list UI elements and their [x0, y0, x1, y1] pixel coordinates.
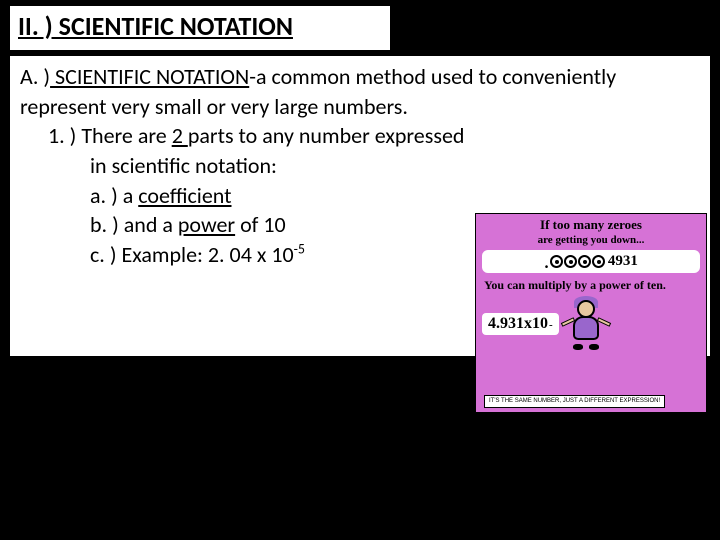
p1-rest: parts to any number expressed — [188, 122, 465, 149]
decimal-icon: . — [544, 257, 549, 267]
slide-title: II. ) SCIENTIFIC NOTATION — [18, 10, 382, 42]
point-1: 1. ) There are 2 parts to any number exp… — [20, 121, 700, 151]
zero-eye-icon — [578, 255, 591, 268]
point-1-cont: in scientific notation: — [20, 151, 700, 181]
sc-sup: -5 — [294, 241, 305, 258]
cartoon-line2: are getting you down... — [476, 234, 706, 248]
cartoon-number-bubble: . 4931 — [482, 250, 700, 273]
cartoon-sign: IT'S THE SAME NUMBER, JUST A DIFFERENT E… — [484, 395, 665, 408]
cartoon-formula-row: 4.931x10- — [482, 296, 700, 352]
cartoon-line1: If too many zeroes — [476, 214, 706, 234]
cartoon-person-icon — [563, 296, 609, 352]
p1-prefix: 1. ) There are — [48, 122, 172, 149]
p1-underlined: 2 — [172, 122, 188, 149]
sb-rest: of 10 — [235, 211, 286, 238]
sb-prefix: b. ) and a — [90, 211, 178, 238]
sa-prefix: a. ) a — [90, 182, 138, 209]
definition-line: A. ) SCIENTIFIC NOTATION-a common method… — [20, 62, 700, 121]
formula-main: 4.931x10 — [488, 315, 548, 333]
sub-a: a. ) a coefficient — [20, 181, 700, 211]
def-term: SCIENTIFIC NOTATION — [50, 63, 249, 90]
cartoon-line3: You can multiply by a power of ten. — [476, 275, 706, 294]
zero-eye-icon — [550, 255, 563, 268]
title-container: II. ) SCIENTIFIC NOTATION — [10, 6, 390, 50]
zero-eye-icon — [592, 255, 605, 268]
cartoon-panel: If too many zeroes are getting you down.… — [475, 213, 707, 413]
sa-underlined: coefficient — [138, 182, 231, 209]
zero-eye-icon — [564, 255, 577, 268]
sc-prefix: c. ) Example: 2. 04 x 10 — [90, 241, 294, 268]
sb-underlined: power — [178, 211, 235, 238]
cartoon-digits: 4931 — [608, 253, 638, 270]
formula-exp: - — [549, 319, 553, 331]
def-prefix: A. ) — [20, 63, 50, 90]
cartoon-formula: 4.931x10- — [482, 313, 559, 335]
